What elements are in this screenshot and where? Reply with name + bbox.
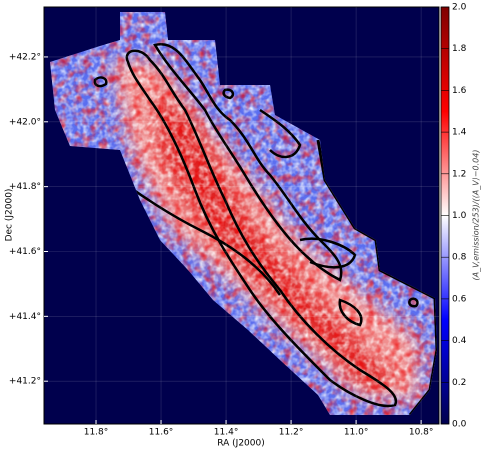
colorbar-tick-label: 0.0 <box>452 420 467 430</box>
x-tick-label: 10.8° <box>409 428 434 438</box>
colorbar-tick-label: 0.4 <box>452 336 467 346</box>
x-tick-label: 11.8° <box>84 428 109 438</box>
colorbar-label: (A_V,emission/253)/(⟨A_V⟩−0.04) <box>472 150 481 281</box>
contours <box>93 42 419 408</box>
colorbar-tick-label: 1.4 <box>452 128 467 138</box>
map-image <box>44 7 439 424</box>
x-axis-label: RA (J2000) <box>217 439 265 449</box>
y-tick-label: +41.4° <box>9 312 41 322</box>
x-tick-label: 11.0° <box>344 428 369 438</box>
x-tick-label: 11.2° <box>279 428 304 438</box>
colorbar-tick-label: 0.2 <box>452 378 466 388</box>
y-tick-label: +41.6° <box>9 247 41 257</box>
y-tick-label: +41.8° <box>9 182 41 192</box>
y-tick-label: +42.2° <box>9 52 41 62</box>
y-axis-label: Dec (J2000) <box>5 189 15 242</box>
x-tick-label: 11.6° <box>149 428 174 438</box>
colorbar-tick-label: 1.6 <box>452 86 467 96</box>
colorbar-tick-label: 1.2 <box>452 169 466 179</box>
plot-frame <box>43 6 440 425</box>
colorbar-tick-label: 1.8 <box>452 44 467 54</box>
colorbar-tick-label: 0.6 <box>452 294 467 304</box>
colorbar-tick-label: 1.0 <box>452 211 467 221</box>
x-tick-label: 11.4° <box>214 428 239 438</box>
colorbar-tick-label: 0.8 <box>452 253 467 263</box>
y-tick-label: +41.2° <box>9 377 41 387</box>
y-tick-label: +42.0° <box>9 117 41 127</box>
colorbar-tick-label: 2.0 <box>452 3 467 13</box>
